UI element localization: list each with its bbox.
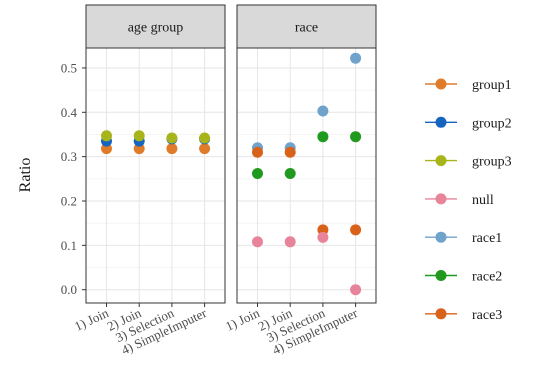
- point-race2-4: [350, 131, 362, 143]
- legend-item-null: null: [425, 193, 494, 208]
- legend-item-group1: group1: [425, 78, 512, 93]
- legend-key-point: [435, 155, 447, 167]
- y-tick-label: 0.4: [61, 105, 78, 120]
- legend-key-point: [435, 308, 447, 320]
- point-null-3: [317, 231, 329, 243]
- point-race3-4: [350, 224, 362, 236]
- facet-strip: [85, 4, 226, 49]
- y-tick-label: 0.1: [61, 238, 77, 253]
- legend-key-point: [435, 116, 447, 128]
- point-race2-2: [284, 168, 296, 180]
- point-group1-2: [133, 143, 145, 155]
- point-race3-1: [252, 146, 263, 158]
- legend-item-group2: group2: [425, 116, 512, 131]
- point-group3-1: [101, 130, 112, 142]
- legend-item-group3: group3: [425, 155, 512, 170]
- legend-label: race3: [472, 308, 502, 323]
- point-group3-2: [133, 130, 145, 142]
- legend-key-point: [435, 231, 447, 243]
- legend-label: group3: [472, 155, 512, 170]
- point-null-4: [350, 284, 362, 296]
- legend-key-point: [435, 193, 447, 205]
- point-race2-3: [317, 131, 329, 143]
- panel-border: [85, 47, 226, 304]
- y-axis: 0.0 0.1 0.2 0.3 0.4 0.5: [61, 60, 86, 297]
- point-group1-1: [101, 143, 112, 155]
- legend-label: group1: [472, 78, 512, 93]
- facet-title: age group: [128, 21, 184, 36]
- point-group3-4: [199, 132, 211, 144]
- y-axis-label: Ratio: [17, 158, 34, 193]
- y-tick-label: 0.0: [61, 282, 77, 297]
- point-group3-3: [166, 132, 178, 144]
- legend-label: null: [472, 193, 494, 208]
- legend-item-race3: race3: [425, 308, 502, 323]
- point-race1-4: [350, 52, 362, 64]
- point-race3-3: [317, 224, 329, 236]
- panel-border: [236, 47, 377, 304]
- point-null-2: [284, 236, 296, 248]
- legend: group1 group2 group3 null race1 race2 race3: [425, 78, 512, 323]
- legend-label: race2: [472, 270, 502, 285]
- legend-key-point: [435, 78, 447, 90]
- legend-item-race2: race2: [425, 270, 502, 285]
- y-tick-label: 0.3: [61, 149, 77, 164]
- point-group1-4: [199, 143, 211, 155]
- point-race2-1: [252, 168, 263, 180]
- point-group1-3: [166, 143, 178, 155]
- y-tick-label: 0.5: [61, 60, 77, 75]
- point-race1-3: [317, 105, 329, 117]
- point-null-1: [252, 236, 263, 248]
- y-tick-label: 0.2: [61, 194, 77, 209]
- legend-key-point: [435, 270, 447, 281]
- legend-item-race1: race1: [425, 231, 502, 246]
- facet-strip: [236, 4, 377, 49]
- legend-label: group2: [472, 116, 512, 131]
- legend-label: race1: [472, 231, 502, 246]
- facet-title: race: [295, 21, 318, 36]
- point-race3-2: [284, 146, 296, 158]
